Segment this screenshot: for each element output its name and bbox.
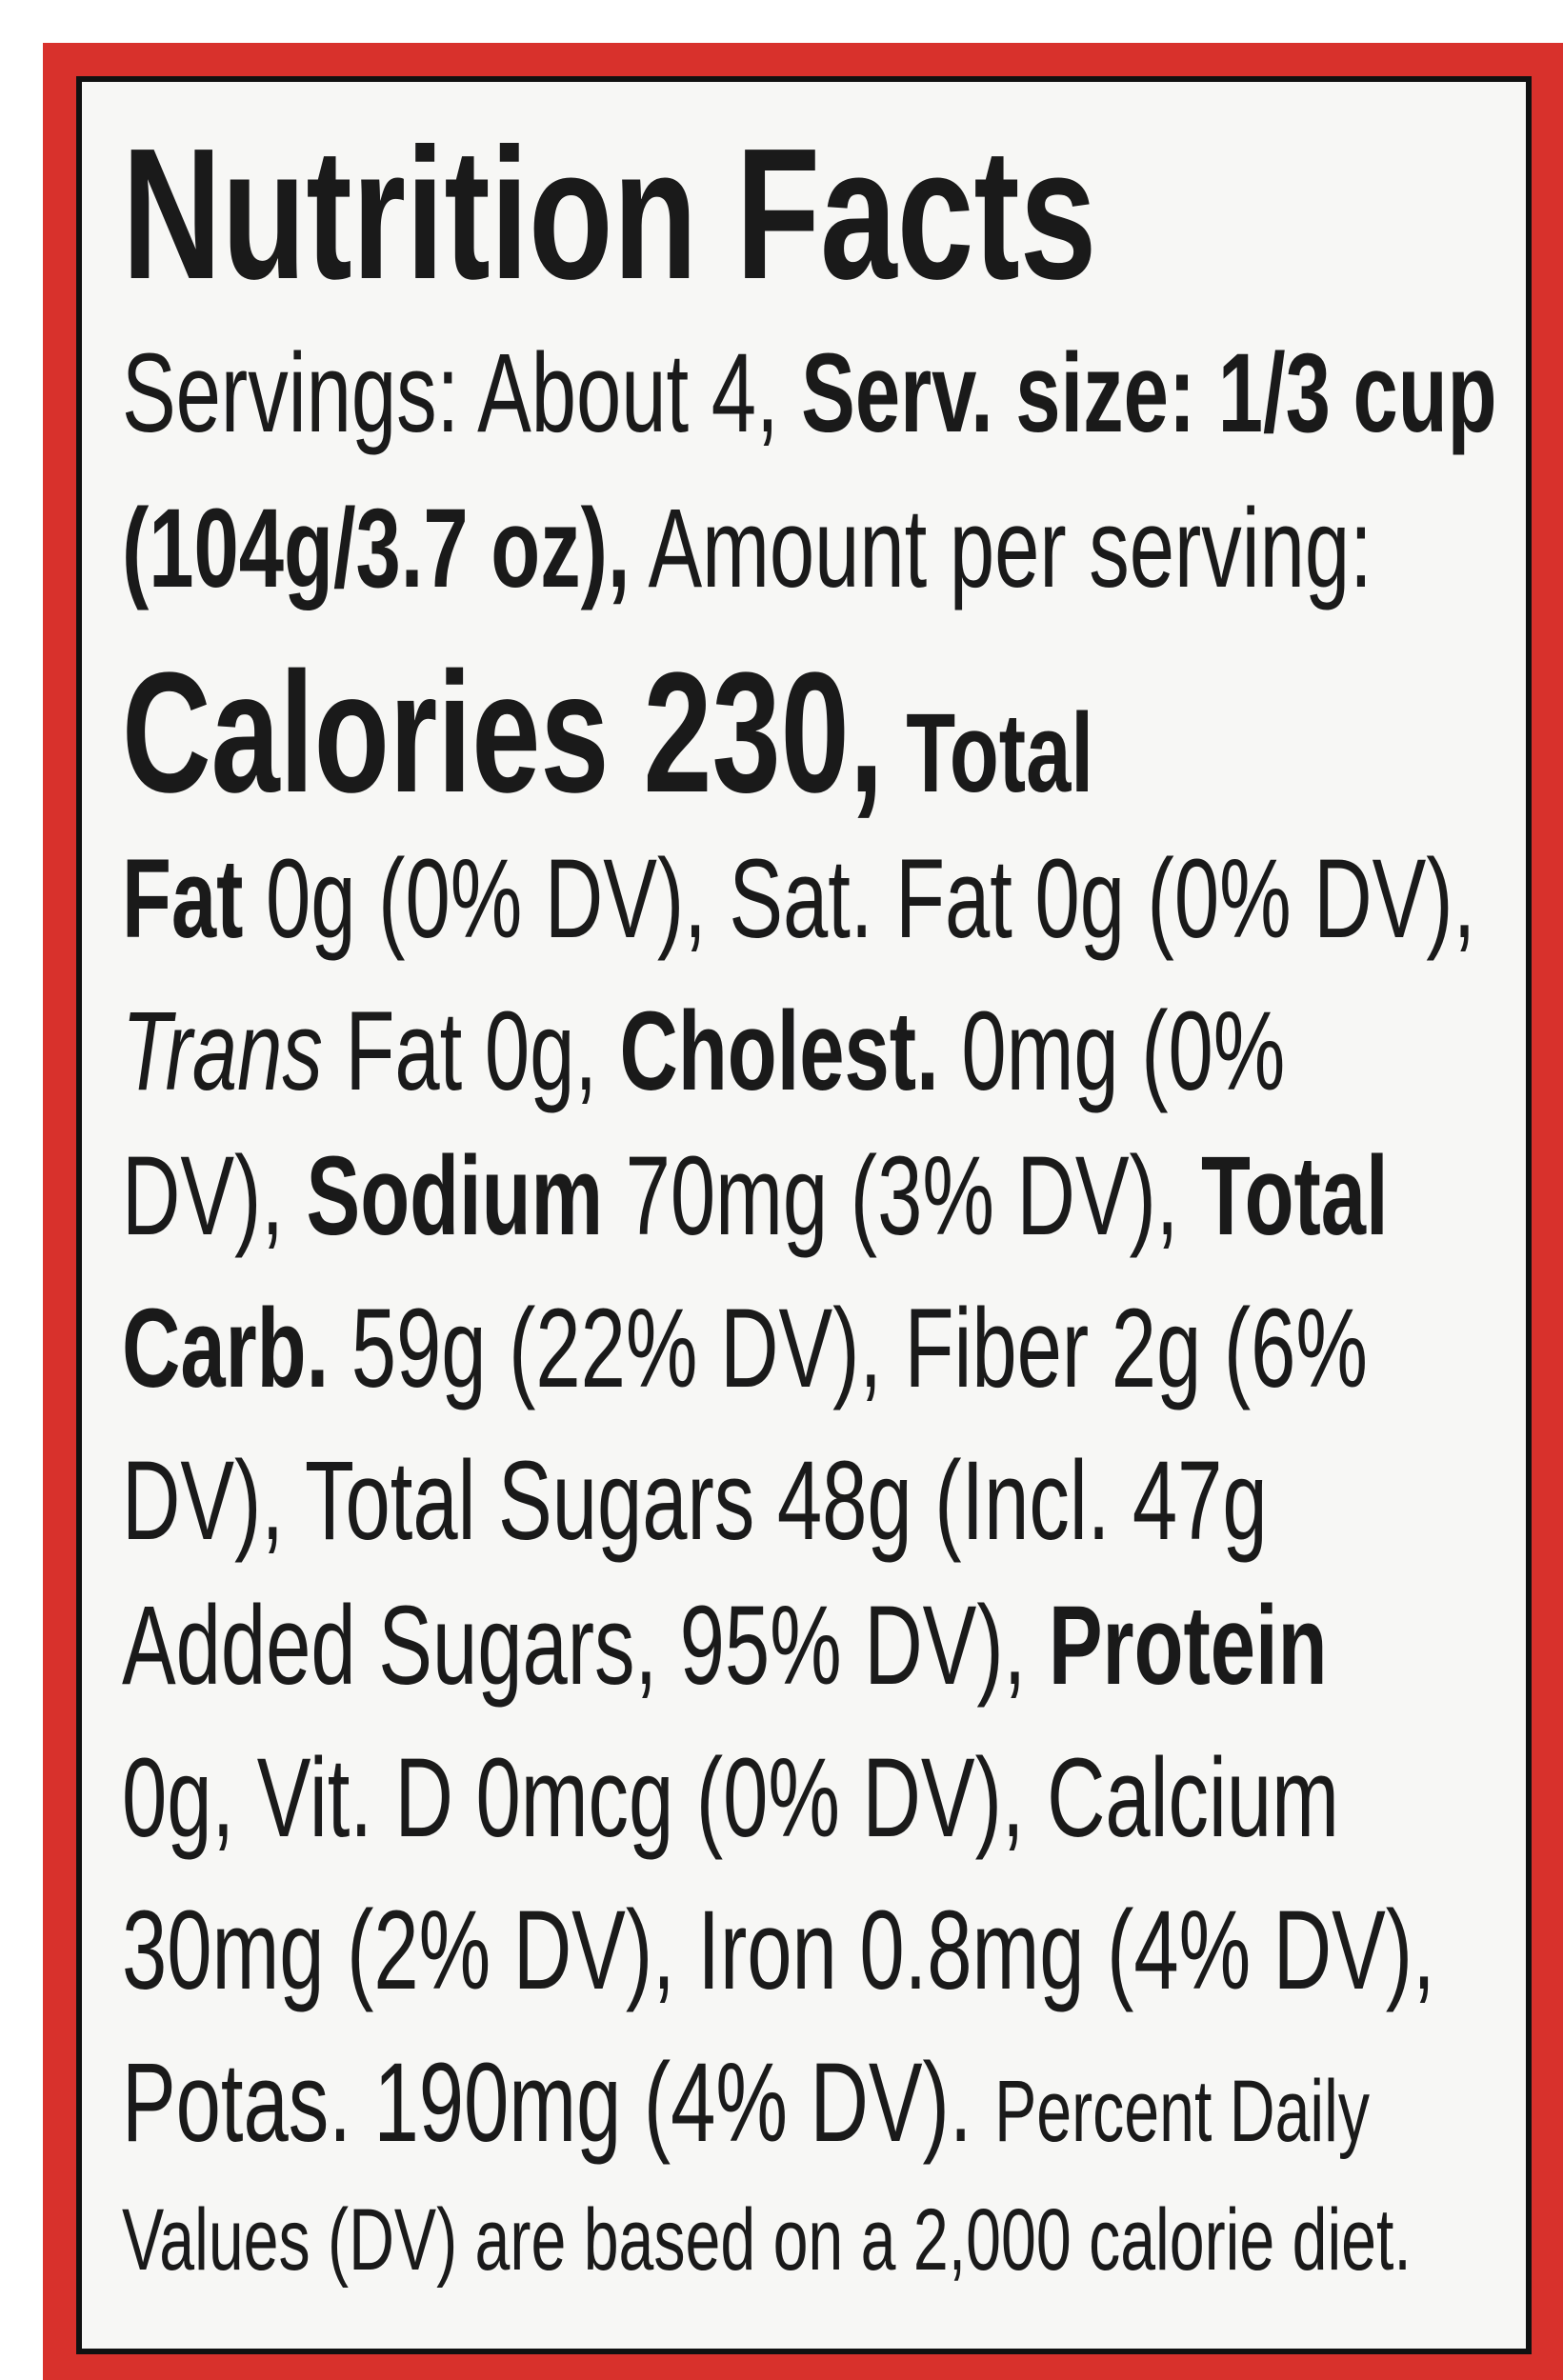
line: Servings: About 4, Serv. size: 1/3 cup xyxy=(122,327,1497,460)
text: DV), Total Sugars 48g (Incl. 47g xyxy=(122,1438,1268,1564)
line: DV), Total Sugars 48g (Incl. 47g xyxy=(122,1434,1268,1568)
text: Cholest. xyxy=(619,989,939,1114)
line: (104g/3.7 oz), Amount per serving: xyxy=(122,482,1373,615)
text: Added Sugars, 95% DV), xyxy=(122,1583,1049,1709)
line: Added Sugars, 95% DV), Protein xyxy=(122,1579,1328,1712)
text: Amount per serving: xyxy=(630,486,1373,611)
label-panel xyxy=(76,76,1532,2354)
text: Fat xyxy=(122,836,244,962)
text: 59g (22% DV), Fiber 2g (6% xyxy=(329,1286,1368,1411)
text: 0g (0% DV), Sat. Fat 0g (0% DV), xyxy=(243,836,1476,962)
line: Trans Fat 0g, Cholest. 0mg (0% xyxy=(122,985,1285,1118)
text: Total xyxy=(1200,1133,1389,1259)
calories: Calories 230, xyxy=(122,637,884,829)
text: DV), xyxy=(122,1133,307,1259)
text: Servings: About 4, xyxy=(122,330,802,456)
text: Protein xyxy=(1048,1583,1328,1709)
text: Sodium xyxy=(306,1133,604,1259)
text: Serv. size: 1/3 cup xyxy=(801,330,1497,456)
text: 30mg (2% DV), Iron 0.8mg (4% DV), xyxy=(122,1888,1435,2013)
text: Potas. 190mg (4% DV). xyxy=(122,2040,995,2166)
text: 70mg (3% DV), xyxy=(603,1133,1201,1259)
line: Carb. 59g (22% DV), Fiber 2g (6% xyxy=(122,1282,1368,1415)
line: Calories 230, Total xyxy=(122,648,1093,839)
text: Total xyxy=(883,690,1093,816)
line: 30mg (2% DV), Iron 0.8mg (4% DV), xyxy=(122,1884,1435,2017)
text: Carb. xyxy=(122,1286,330,1411)
title: Nutrition Facts xyxy=(122,110,1097,318)
line: Potas. 190mg (4% DV). Percent Daily xyxy=(122,2036,1370,2178)
text: Values (DV) are based on a 2,000 calorie… xyxy=(122,2191,1412,2289)
text: 0g, Vit. D 0mcg (0% DV), Calcium xyxy=(122,1735,1339,1861)
line: DV), Sodium 70mg (3% DV), Total xyxy=(122,1130,1389,1263)
text: (104g/3.7 oz), xyxy=(122,486,631,611)
text: Percent Daily xyxy=(994,2063,1370,2160)
text: Fat 0g, xyxy=(322,989,620,1114)
line: 0g, Vit. D 0mcg (0% DV), Calcium xyxy=(122,1731,1339,1865)
line: Values (DV) are based on a 2,000 calorie… xyxy=(122,2173,1412,2307)
text: Trans xyxy=(122,989,323,1114)
line: Fat 0g (0% DV), Sat. Fat 0g (0% DV), xyxy=(122,832,1475,966)
text: 0mg (0% xyxy=(938,989,1286,1114)
